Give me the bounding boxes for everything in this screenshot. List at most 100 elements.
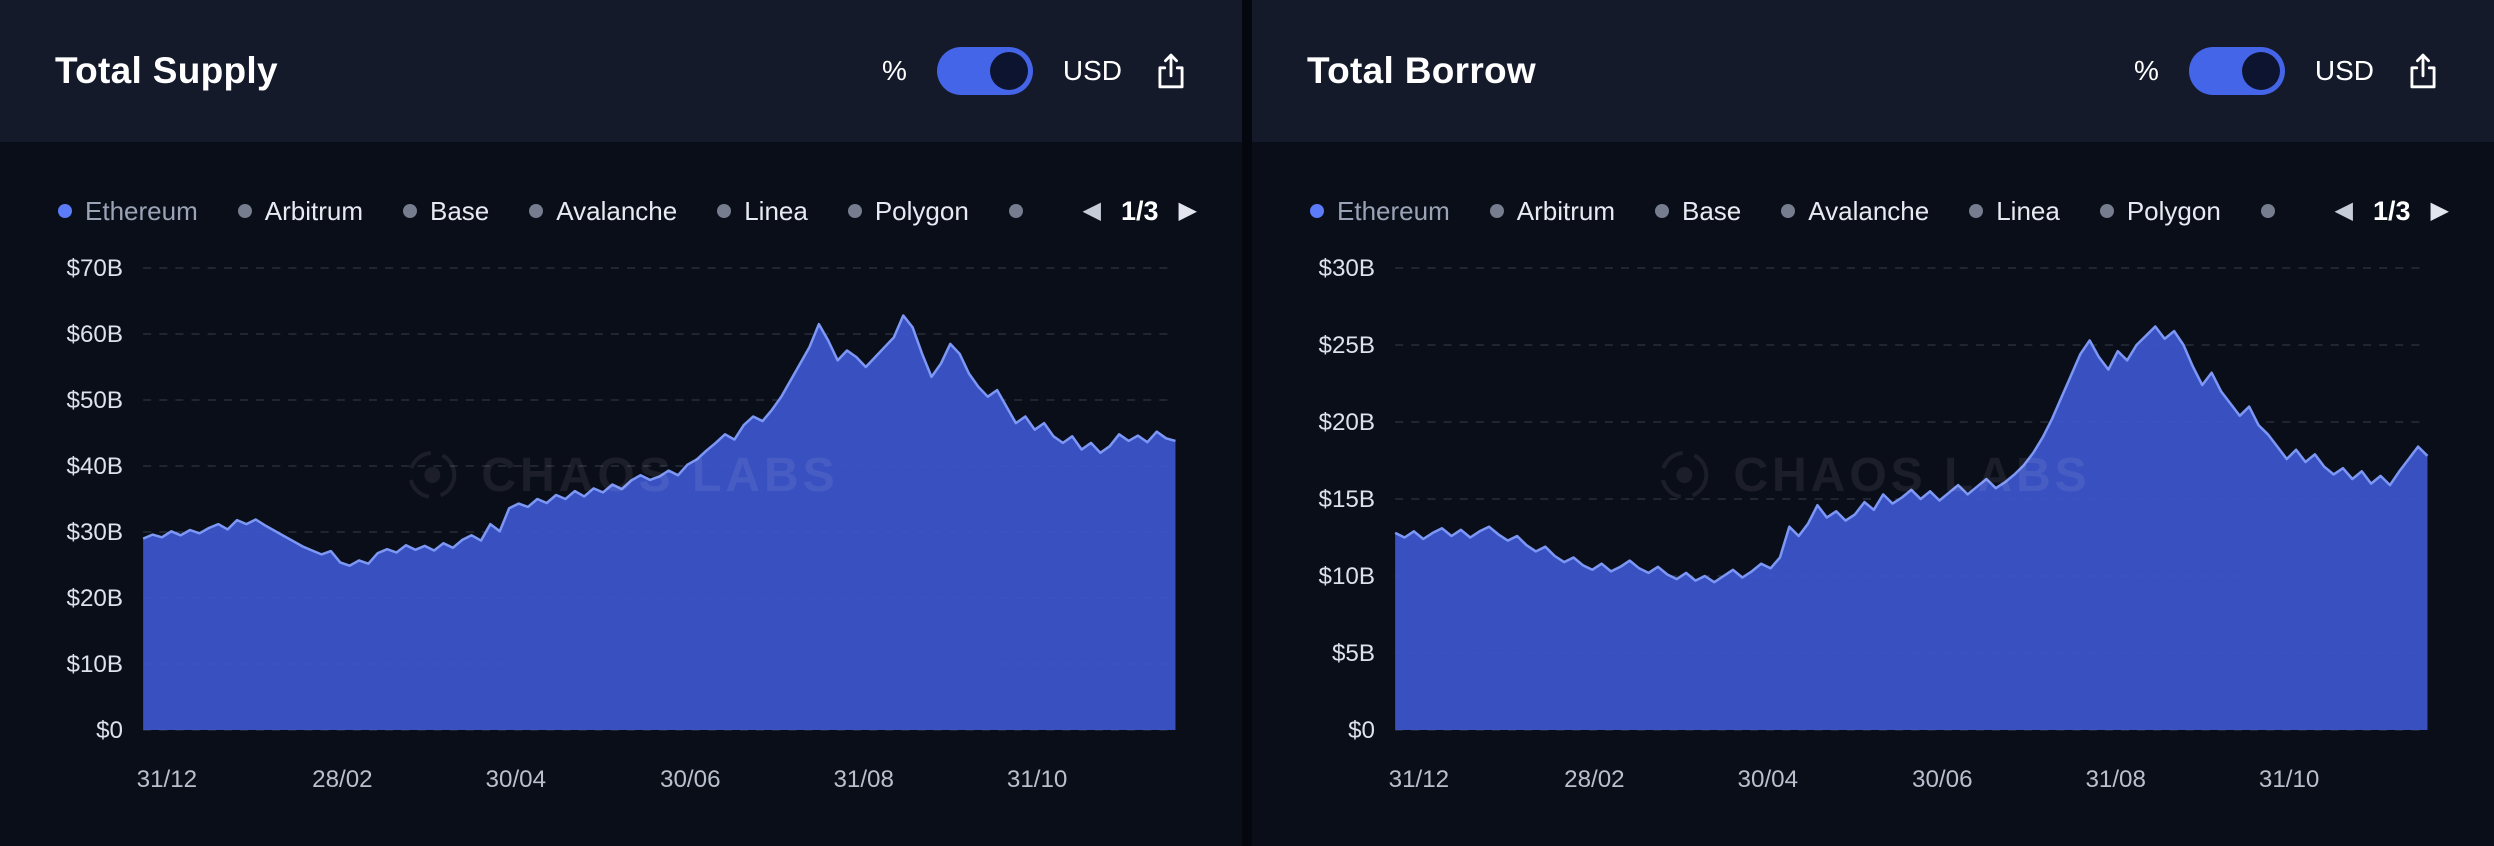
total-supply-panel: Total Supply % USD Ethereum Arbitrum Ba bbox=[0, 0, 1242, 846]
page-indicator: 1/3 bbox=[1120, 195, 1159, 226]
legend-label: Polygon bbox=[874, 195, 969, 226]
svg-text:$20B: $20B bbox=[1319, 409, 1375, 436]
total-borrow-panel: Total Borrow % USD Ethereum Arbitrum Ba bbox=[1252, 0, 2494, 846]
chart-area: $0 $5B $10B $15B $20B $25B $30B 31/12 28/02 30/04… bbox=[1252, 238, 2494, 803]
percent-label[interactable]: % bbox=[2133, 55, 2159, 86]
svg-text:$60B: $60B bbox=[67, 321, 123, 348]
legend-items: Ethereum Arbitrum Base Avalanche Linea Polygo… bbox=[58, 196, 1036, 227]
legend-dot bbox=[1969, 204, 1984, 218]
legend-label: Ethereum bbox=[1337, 195, 1450, 226]
panel-title: Total Supply bbox=[55, 50, 278, 91]
legend-label: Arbitrum bbox=[264, 195, 363, 226]
svg-text:$40B: $40B bbox=[67, 453, 123, 480]
legend-dot bbox=[2260, 204, 2275, 218]
legend-label: Linea bbox=[1996, 195, 2060, 226]
export-icon[interactable] bbox=[1152, 50, 1190, 92]
chevron-right-icon[interactable]: ▶ bbox=[1178, 197, 1197, 224]
panel-header: Total Supply % USD bbox=[0, 0, 1242, 142]
currency-controls: % USD bbox=[882, 47, 1190, 95]
legend-label: Arbitrum bbox=[1516, 195, 1615, 226]
legend-item-more[interactable] bbox=[2260, 204, 2288, 218]
legend-dot bbox=[1489, 204, 1504, 218]
currency-controls: % USD bbox=[2134, 47, 2442, 95]
page-indicator: 1/3 bbox=[2372, 195, 2411, 226]
svg-text:28/02: 28/02 bbox=[312, 766, 373, 793]
svg-text:$25B: $25B bbox=[1319, 332, 1375, 359]
legend-dot bbox=[717, 204, 732, 218]
svg-text:$0: $0 bbox=[1348, 717, 1375, 744]
svg-text:31/10: 31/10 bbox=[1007, 766, 1068, 793]
svg-text:$5B: $5B bbox=[1332, 640, 1375, 667]
legend-item-ethereum[interactable]: Ethereum bbox=[1310, 196, 1450, 227]
legend-pager: ◀ 1/3 ▶ bbox=[1083, 196, 1197, 227]
svg-text:31/08: 31/08 bbox=[833, 766, 894, 793]
legend-item-ethereum[interactable]: Ethereum bbox=[58, 196, 198, 227]
svg-text:$30B: $30B bbox=[1319, 255, 1375, 282]
area-chart: $0 $5B $10B $15B $20B $25B $30B 31/12 28/02 30/04… bbox=[1319, 255, 2429, 793]
svg-text:$15B: $15B bbox=[1319, 486, 1375, 513]
legend-label: Avalanche bbox=[556, 195, 678, 226]
currency-toggle[interactable] bbox=[936, 47, 1033, 95]
svg-text:$70B: $70B bbox=[67, 255, 123, 282]
legend-dot bbox=[58, 204, 72, 218]
svg-text:30/04: 30/04 bbox=[486, 766, 547, 793]
panel-header: Total Borrow % USD bbox=[1252, 0, 2494, 142]
legend-label: Polygon bbox=[2126, 195, 2221, 226]
svg-text:$30B: $30B bbox=[67, 519, 123, 546]
svg-text:30/04: 30/04 bbox=[1738, 766, 1799, 793]
legend-label: Linea bbox=[744, 195, 808, 226]
svg-text:31/10: 31/10 bbox=[2259, 766, 2320, 793]
chevron-left-icon[interactable]: ◀ bbox=[2334, 197, 2353, 224]
export-icon[interactable] bbox=[2404, 50, 2442, 92]
legend-items: Ethereum Arbitrum Base Avalanche Linea Polygo… bbox=[1310, 196, 2288, 227]
legend-item-linea[interactable]: Linea bbox=[1969, 196, 2060, 227]
legend-item-avalanche[interactable]: Avalanche bbox=[1781, 196, 1929, 227]
legend-label: Ethereum bbox=[85, 195, 198, 226]
legend-dot bbox=[1008, 204, 1023, 218]
legend-dot bbox=[1654, 204, 1669, 218]
svg-text:31/12: 31/12 bbox=[137, 766, 198, 793]
legend-label: Base bbox=[429, 195, 490, 226]
currency-toggle[interactable] bbox=[2188, 47, 2285, 95]
svg-text:28/02: 28/02 bbox=[1564, 766, 1625, 793]
legend-dot bbox=[402, 204, 417, 218]
legend-item-arbitrum[interactable]: Arbitrum bbox=[237, 195, 363, 227]
svg-text:$0: $0 bbox=[96, 717, 123, 744]
legend-row: Ethereum Arbitrum Base Avalanche Linea Polygo… bbox=[0, 142, 1242, 227]
legend-item-avalanche[interactable]: Avalanche bbox=[529, 196, 677, 227]
usd-label[interactable]: USD bbox=[2314, 55, 2374, 86]
chart-area: $0 $10B $20B $30B $40B $50B $60B $70B 31/12 28/02… bbox=[0, 238, 1242, 803]
legend-dot bbox=[237, 204, 252, 218]
svg-text:$50B: $50B bbox=[67, 387, 123, 414]
svg-text:30/06: 30/06 bbox=[660, 766, 721, 793]
legend-item-base[interactable]: Base bbox=[402, 195, 490, 227]
svg-text:$10B: $10B bbox=[1319, 563, 1375, 590]
legend-dot bbox=[847, 204, 862, 218]
svg-text:31/08: 31/08 bbox=[2085, 766, 2146, 793]
chevron-left-icon[interactable]: ◀ bbox=[1082, 197, 1101, 224]
legend-item-linea[interactable]: Linea bbox=[717, 196, 808, 227]
chevron-right-icon[interactable]: ▶ bbox=[2430, 197, 2449, 224]
panel-title: Total Borrow bbox=[1307, 50, 1537, 91]
usd-label[interactable]: USD bbox=[1062, 55, 1122, 86]
legend-label: Base bbox=[1681, 195, 1742, 226]
legend-dot bbox=[529, 204, 544, 218]
legend-item-polygon[interactable]: Polygon bbox=[847, 195, 969, 227]
legend-label: Avalanche bbox=[1808, 195, 1930, 226]
area-chart: $0 $10B $20B $30B $40B $50B $60B $70B 31/12 28/02… bbox=[67, 255, 1176, 793]
legend-row: Ethereum Arbitrum Base Avalanche Linea Polygo… bbox=[1252, 142, 2494, 227]
svg-text:30/06: 30/06 bbox=[1912, 766, 1973, 793]
legend-pager: ◀ 1/3 ▶ bbox=[2335, 196, 2449, 227]
legend-dot bbox=[1781, 204, 1796, 218]
svg-text:31/12: 31/12 bbox=[1389, 766, 1450, 793]
legend-item-polygon[interactable]: Polygon bbox=[2099, 195, 2221, 227]
svg-text:$10B: $10B bbox=[67, 651, 123, 678]
legend-dot bbox=[1310, 204, 1324, 218]
svg-text:$20B: $20B bbox=[67, 585, 123, 612]
panel-body: Ethereum Arbitrum Base Avalanche Linea Polygo… bbox=[1252, 142, 2494, 846]
legend-item-more[interactable] bbox=[1008, 204, 1036, 218]
legend-item-arbitrum[interactable]: Arbitrum bbox=[1489, 195, 1615, 227]
legend-item-base[interactable]: Base bbox=[1654, 195, 1742, 227]
percent-label[interactable]: % bbox=[881, 55, 907, 86]
